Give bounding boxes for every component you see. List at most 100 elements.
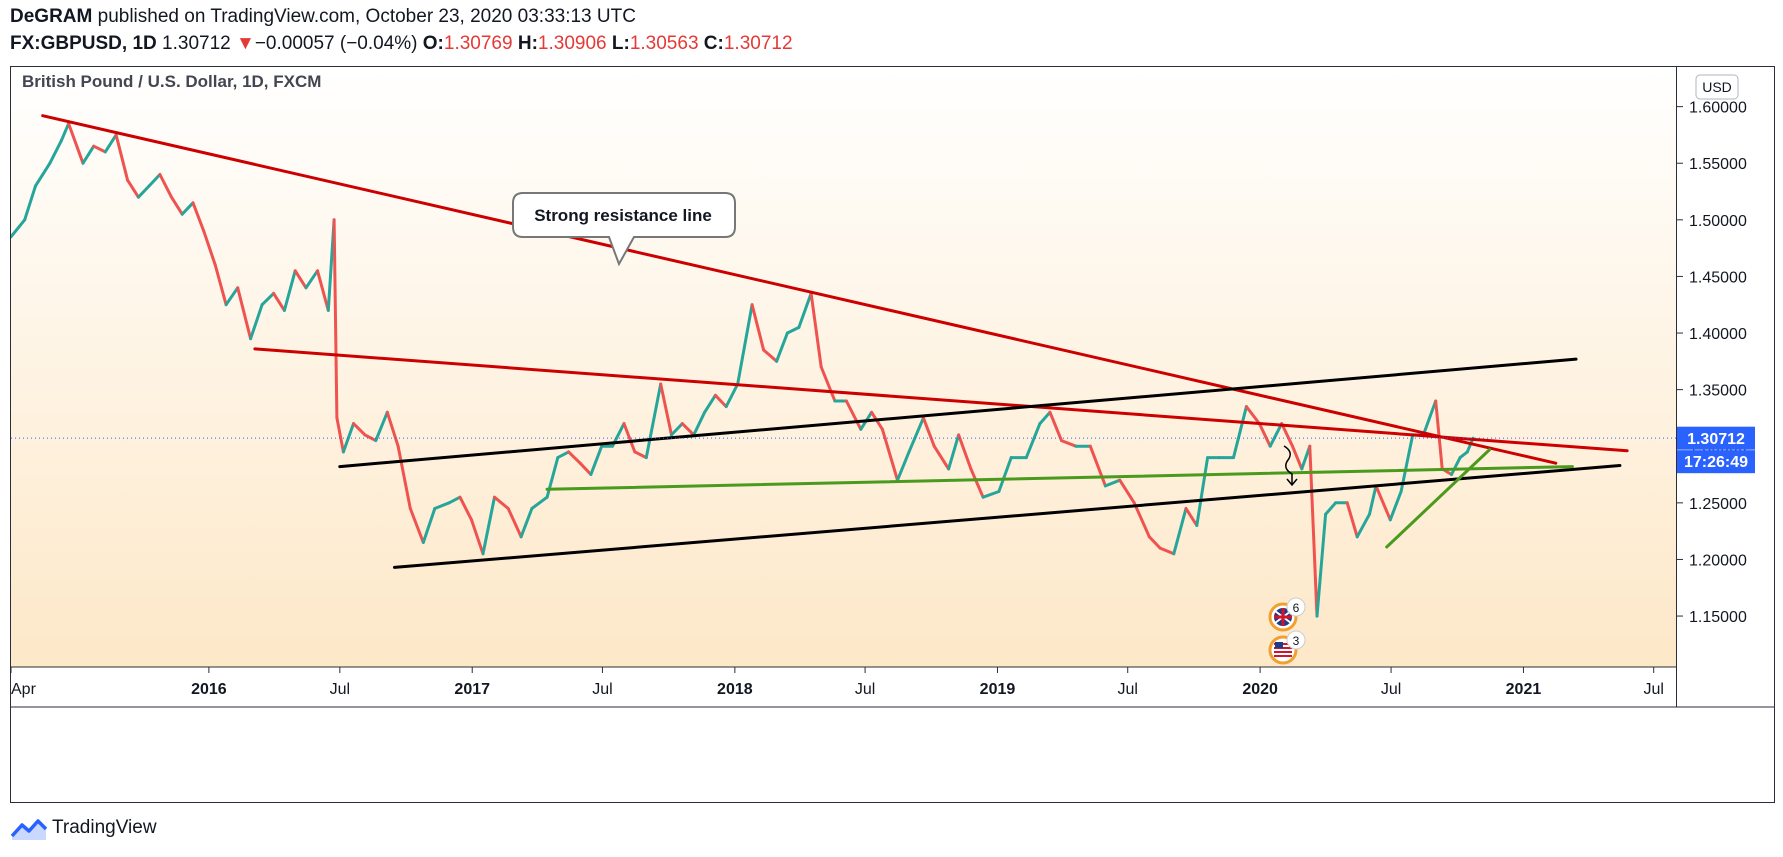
price-segment — [304, 269, 319, 290]
price-segment — [1118, 478, 1136, 505]
price-segment — [458, 495, 473, 522]
price-segment — [158, 173, 173, 199]
price-segment — [713, 393, 728, 409]
price-segment — [844, 399, 863, 431]
price-segment — [736, 303, 754, 386]
price-segment — [282, 269, 297, 312]
price-segment — [202, 229, 217, 267]
price-change: −0.00057 (−0.04%) — [254, 33, 418, 54]
event-us[interactable]: 3 — [1268, 630, 1306, 665]
price-tick-label: 1.60000 — [1689, 100, 1747, 117]
price-segment — [396, 444, 412, 510]
price-tick-label: 1.20000 — [1689, 552, 1747, 569]
price-segment — [1184, 507, 1199, 527]
price-segment — [1024, 422, 1042, 460]
tradingview-logo-icon — [10, 819, 48, 840]
price-segment — [622, 422, 637, 454]
tradingview-brand[interactable]: TradingView — [52, 817, 157, 838]
price-segment — [1374, 484, 1392, 522]
price-tick-label: 1.15000 — [1689, 609, 1747, 626]
price-segment — [1368, 484, 1378, 516]
trendline-channel-upper — [338, 357, 1578, 469]
price-segment — [92, 144, 107, 154]
price-tick-label: 1.40000 — [1689, 326, 1747, 343]
price-badge — [1677, 426, 1755, 450]
price-segment — [578, 461, 593, 476]
price-segment — [1450, 456, 1462, 476]
price-segment — [567, 450, 582, 465]
last-price-marker: 1.30712 17:26:49 — [11, 426, 1755, 474]
price-segment — [762, 348, 779, 363]
price-segment — [236, 286, 253, 341]
price-segment — [126, 178, 140, 199]
trendlines[interactable] — [41, 114, 1629, 569]
symbol-header: FX:GBPUSD, 1D 1.30712 ▼−0.00057 (−0.04%)… — [10, 33, 793, 55]
plot-background — [11, 67, 1676, 667]
price-segment — [724, 382, 740, 409]
time-tick-label: Jul — [1643, 681, 1663, 698]
price-segment — [932, 444, 951, 471]
close-value: 1.30712 — [723, 33, 793, 54]
price-segment — [530, 495, 549, 510]
time-tick-label: 2016 — [191, 681, 227, 698]
price-segment — [170, 195, 184, 216]
event-uk[interactable]: 6 — [1268, 597, 1306, 632]
price-segment — [896, 450, 911, 482]
time-tick-label: 2017 — [454, 681, 490, 698]
price-segment — [1257, 422, 1272, 448]
chart-frame[interactable]: British Pound / U.S. Dollar, 1D, FXCM US… — [10, 66, 1775, 803]
price-segment — [1103, 478, 1122, 488]
price-segment — [775, 331, 789, 363]
price-segment — [1172, 507, 1188, 556]
price-axis-ticks: 1.150001.200001.250001.300001.350001.400… — [1677, 100, 1747, 626]
price-segment — [272, 291, 286, 312]
price-segment — [692, 410, 707, 437]
annotation-callout[interactable]: Strong resistance line — [512, 192, 736, 267]
price-segment — [997, 456, 1013, 493]
price-segment — [293, 269, 308, 290]
price-segment — [224, 286, 240, 307]
price-segment — [1147, 535, 1162, 550]
price-tick-label: 1.50000 — [1689, 213, 1747, 230]
chart-title: British Pound / U.S. Dollar, 1D, FXCM — [22, 72, 321, 91]
price-segment — [1038, 410, 1052, 426]
price-segment — [408, 507, 425, 544]
price-segment — [341, 422, 355, 454]
author-name[interactable]: DeGRAM — [10, 6, 93, 27]
price-segment — [750, 303, 766, 352]
price-segment — [644, 382, 663, 460]
price-segment — [1048, 410, 1063, 443]
high-label: H: — [517, 33, 538, 54]
price-segment — [11, 218, 27, 239]
publish-header: DeGRAM published on TradingView.com, Oct… — [10, 6, 636, 28]
price-segment — [114, 133, 130, 182]
annotation-text: Strong resistance line — [534, 206, 712, 225]
price-segment — [633, 450, 648, 460]
uk-flag-icon — [1274, 608, 1292, 626]
price-segment — [363, 433, 378, 443]
event-us-count: 3 — [1293, 634, 1300, 648]
projection-arrow — [1283, 445, 1298, 487]
time-tick-label: 2019 — [980, 681, 1016, 698]
price-segment — [481, 495, 496, 556]
currency-badge[interactable]: USD — [1695, 74, 1739, 100]
price-segment — [921, 416, 936, 448]
time-tick-label: 2021 — [1506, 681, 1542, 698]
price-segment — [421, 507, 437, 544]
price-segment — [352, 422, 367, 437]
price-segment — [659, 382, 673, 437]
price-chart[interactable]: British Pound / U.S. Dollar, 1D, FXCM US… — [11, 67, 1774, 802]
countdown-label: 17:26:49 — [1684, 454, 1748, 471]
price-segment — [67, 122, 85, 165]
trendline-resistance-major — [41, 114, 1558, 465]
low-label: L: — [611, 33, 630, 54]
price-segment — [136, 184, 151, 199]
time-tick-label: Jul — [330, 681, 350, 698]
price-segment — [1268, 422, 1284, 448]
price-segment — [1060, 439, 1078, 448]
price-segment — [556, 450, 571, 460]
price-segment — [506, 507, 523, 539]
price-segment — [809, 291, 823, 369]
high-value: 1.30906 — [537, 33, 607, 54]
price-segment — [335, 416, 345, 454]
